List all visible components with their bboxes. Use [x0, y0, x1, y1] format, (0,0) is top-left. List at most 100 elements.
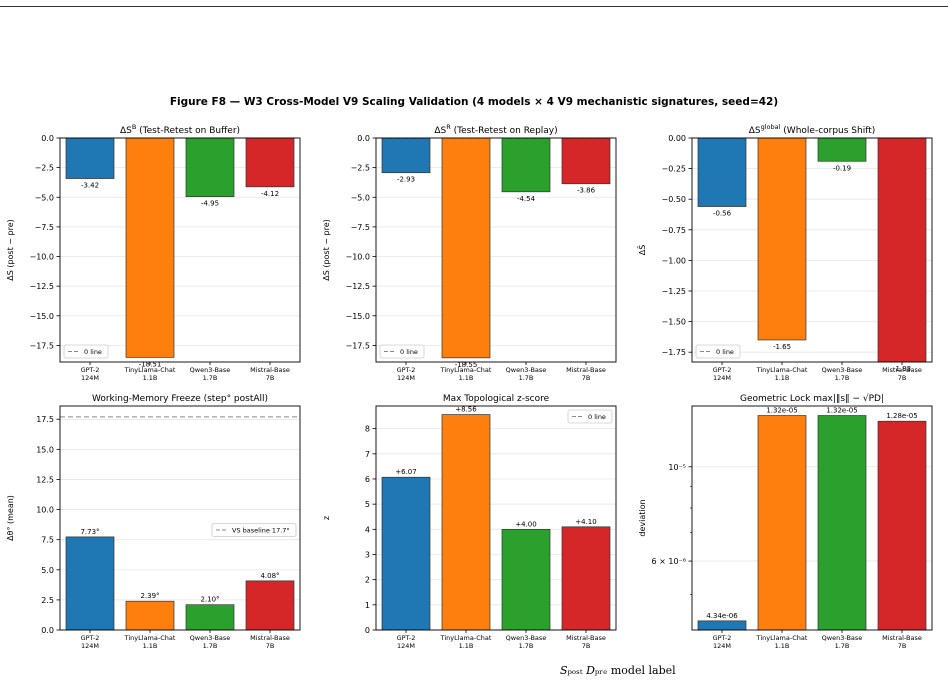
y-tick-label: −12.5: [345, 282, 370, 291]
y-tick-label: −7.5: [351, 223, 370, 232]
y-tick-label: 6 × 10⁻⁶: [652, 557, 687, 566]
bar: [381, 137, 431, 174]
y-tick-label: 0.0: [357, 134, 370, 143]
chart-title-superscript: B: [132, 123, 136, 131]
bar: [441, 414, 491, 631]
chart-title-rest: (Whole-corpus Shift): [780, 126, 875, 136]
x-tick-label: 7B: [898, 642, 907, 650]
x-tick-label: 7B: [266, 374, 275, 382]
bar: [501, 528, 551, 631]
bar: [185, 137, 235, 198]
bar: [697, 137, 747, 207]
y-tick-label: 0: [365, 626, 370, 635]
chart-panel-global: ΔSglobal (Whole-corpus Shift) 0.00 −0.25 −0…: [632, 120, 948, 385]
legend-box: [567, 409, 613, 424]
bar-value-label: -4.12: [261, 190, 279, 198]
x-tick-label: Qwen3-Base: [190, 366, 231, 374]
y-axis-label: z: [322, 516, 331, 520]
x-tick-label: GPT-2: [81, 366, 100, 374]
chart-title: ΔSB (Test-Retest on Buffer): [120, 123, 240, 136]
chart-svg-zscore: Max Topological z-score 0 1 2 3 4 5 6 7 8 z +6.07 GP…: [322, 394, 617, 650]
bar-value-label: -3.42: [81, 182, 99, 190]
x-tick-label: 1.7B: [203, 374, 218, 382]
bar: [65, 536, 115, 631]
x-tick-label: Mistral-Base: [250, 366, 290, 374]
chart-panel-freeze: Working-Memory Freeze (step° postAll) 0.0…: [0, 388, 316, 653]
x-tick-label: 7B: [266, 642, 275, 650]
chart-title-main: Max Topological z-score: [443, 394, 550, 404]
y-tick-label: −2.5: [351, 164, 370, 173]
x-tick-label: 124M: [713, 642, 731, 650]
x-tick-label: 1.1B: [143, 374, 158, 382]
bar-value-label: -1.65: [773, 343, 791, 351]
y-tick-label: 10.0: [36, 506, 54, 515]
bar: [877, 137, 927, 363]
y-tick-label: −12.5: [29, 282, 54, 291]
x-tick-label: 1.7B: [203, 642, 218, 650]
bar-value-label: 4.34e-06: [706, 612, 738, 620]
chart-title-rest: (Test-Retest on Buffer): [136, 126, 240, 136]
chart-svg-global: ΔSglobal (Whole-corpus Shift) 0.00 −0.25 −0…: [637, 123, 933, 382]
bar: [441, 137, 491, 359]
chart-panel-replay: ΔSR (Test-Retest on Replay) 0.0 −2.5 −5.0 −7…: [316, 120, 632, 385]
chart-title-main: Working-Memory Freeze (step° postAll): [92, 394, 268, 404]
y-tick-label: 15.0: [36, 445, 54, 454]
x-tick-label: 1.1B: [143, 642, 158, 650]
y-tick-label: 12.5: [36, 475, 54, 484]
x-tick-label: Qwen3-Base: [822, 366, 863, 374]
plot-frame: [59, 137, 301, 363]
bar: [185, 604, 235, 631]
x-tick-label: GPT-2: [81, 634, 100, 642]
y-tick-label: 1: [365, 601, 370, 610]
top-rule: [0, 6, 948, 7]
y-tick-label: 4: [365, 525, 370, 534]
y-tick-label: 5.0: [41, 566, 54, 575]
bar-value-label: -0.19: [833, 164, 851, 172]
chart-panel-zscore: Max Topological z-score 0 1 2 3 4 5 6 7 8 z +6.07 GP…: [316, 388, 632, 653]
x-tick-label: 1.1B: [775, 374, 790, 382]
x-tick-label: 7B: [582, 374, 591, 382]
legend: 0 line: [567, 409, 613, 424]
bar: [561, 526, 611, 631]
bar-value-label: 1.32e-05: [766, 407, 797, 415]
x-tick-label: GPT-2: [713, 634, 732, 642]
y-tick-label: −2.5: [35, 164, 54, 173]
y-tick-label: 7.5: [41, 536, 54, 545]
plot-frame: [691, 137, 933, 363]
chart-svg-replay: ΔSR (Test-Retest on Replay) 0.0 −2.5 −5.0 −7…: [322, 123, 617, 382]
y-tick-label: −15.0: [29, 312, 54, 321]
x-tick-label: 1.7B: [519, 374, 534, 382]
chart-title-superscript: global: [761, 123, 781, 131]
x-tick-label: 124M: [81, 642, 99, 650]
bar: [125, 600, 175, 631]
legend-label: 0 line: [716, 348, 734, 356]
x-tick-label: 1.7B: [519, 642, 534, 650]
x-tick-label: Mistral-Base: [882, 634, 922, 642]
y-tick-label: −17.5: [29, 341, 54, 350]
bar-value-label: +8.56: [455, 406, 477, 414]
plot-frame: [375, 137, 617, 363]
x-tick-label: TinyLlama-Chat: [124, 634, 176, 642]
x-tick-label: 124M: [713, 374, 731, 382]
bar-value-label: +6.07: [395, 468, 416, 476]
x-tick-label: Qwen3-Base: [190, 634, 231, 642]
x-tick-label: TinyLlama-Chat: [756, 634, 808, 642]
y-tick-label: 0.0: [41, 626, 54, 635]
bar: [381, 476, 431, 631]
y-axis-label: ΔS (post − pre): [322, 219, 331, 281]
bar: [757, 137, 807, 341]
chart-title: ΔSglobal (Whole-corpus Shift): [749, 123, 876, 136]
plot-frame: [691, 405, 933, 631]
y-axis-label: ΔS (post − pre): [6, 219, 15, 281]
y-tick-label: 17.5: [36, 415, 54, 424]
y-tick-label: −10.0: [29, 253, 54, 262]
legend-box: [211, 523, 297, 537]
y-tick-label: −0.50: [661, 195, 686, 204]
x-tick-label: Mistral-Base: [250, 634, 290, 642]
x-tick-label: TinyLlama-Chat: [440, 634, 492, 642]
bar-value-label: 2.10°: [200, 596, 219, 604]
legend-box: [63, 344, 109, 359]
bar: [757, 415, 807, 631]
bar-value-label: 7.73°: [80, 528, 99, 536]
chart-title-superscript: R: [446, 123, 451, 131]
